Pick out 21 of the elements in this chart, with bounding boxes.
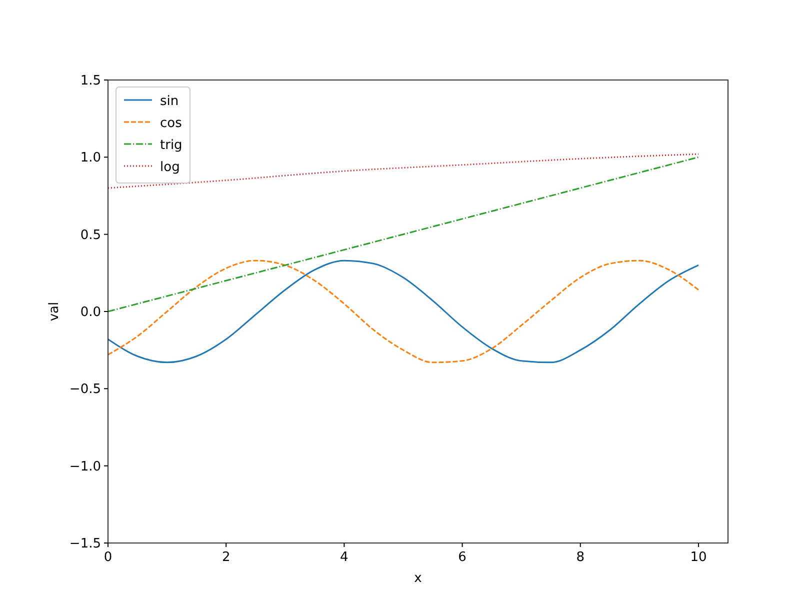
- y-tick-label: −1.5: [69, 536, 101, 552]
- line-series: [108, 153, 700, 189]
- legend-label: cos: [160, 116, 182, 131]
- y-tick-label: 0.5: [80, 228, 101, 243]
- y-tick-label: −1.0: [69, 459, 101, 474]
- legend-label: sin: [160, 94, 179, 109]
- x-tick-label: 2: [222, 550, 230, 565]
- y-tick-label: 0.0: [80, 305, 101, 320]
- x-tick-label: 0: [104, 550, 112, 565]
- y-tick-label: 1.0: [80, 150, 101, 166]
- line-series: [108, 260, 700, 364]
- y-axis-title: val: [47, 302, 62, 322]
- x-tick-label: 6: [458, 550, 466, 565]
- x-tick-label: 8: [576, 550, 585, 565]
- legend-label: log: [160, 160, 180, 175]
- y-tick-label: 1.5: [80, 74, 101, 88]
- x-tick-label: 4: [340, 550, 348, 565]
- x-axis-title: x: [414, 571, 422, 586]
- y-tick-label: −0.5: [69, 382, 101, 398]
- legend-label: trig: [160, 138, 182, 153]
- x-tick-label: 10: [690, 550, 707, 565]
